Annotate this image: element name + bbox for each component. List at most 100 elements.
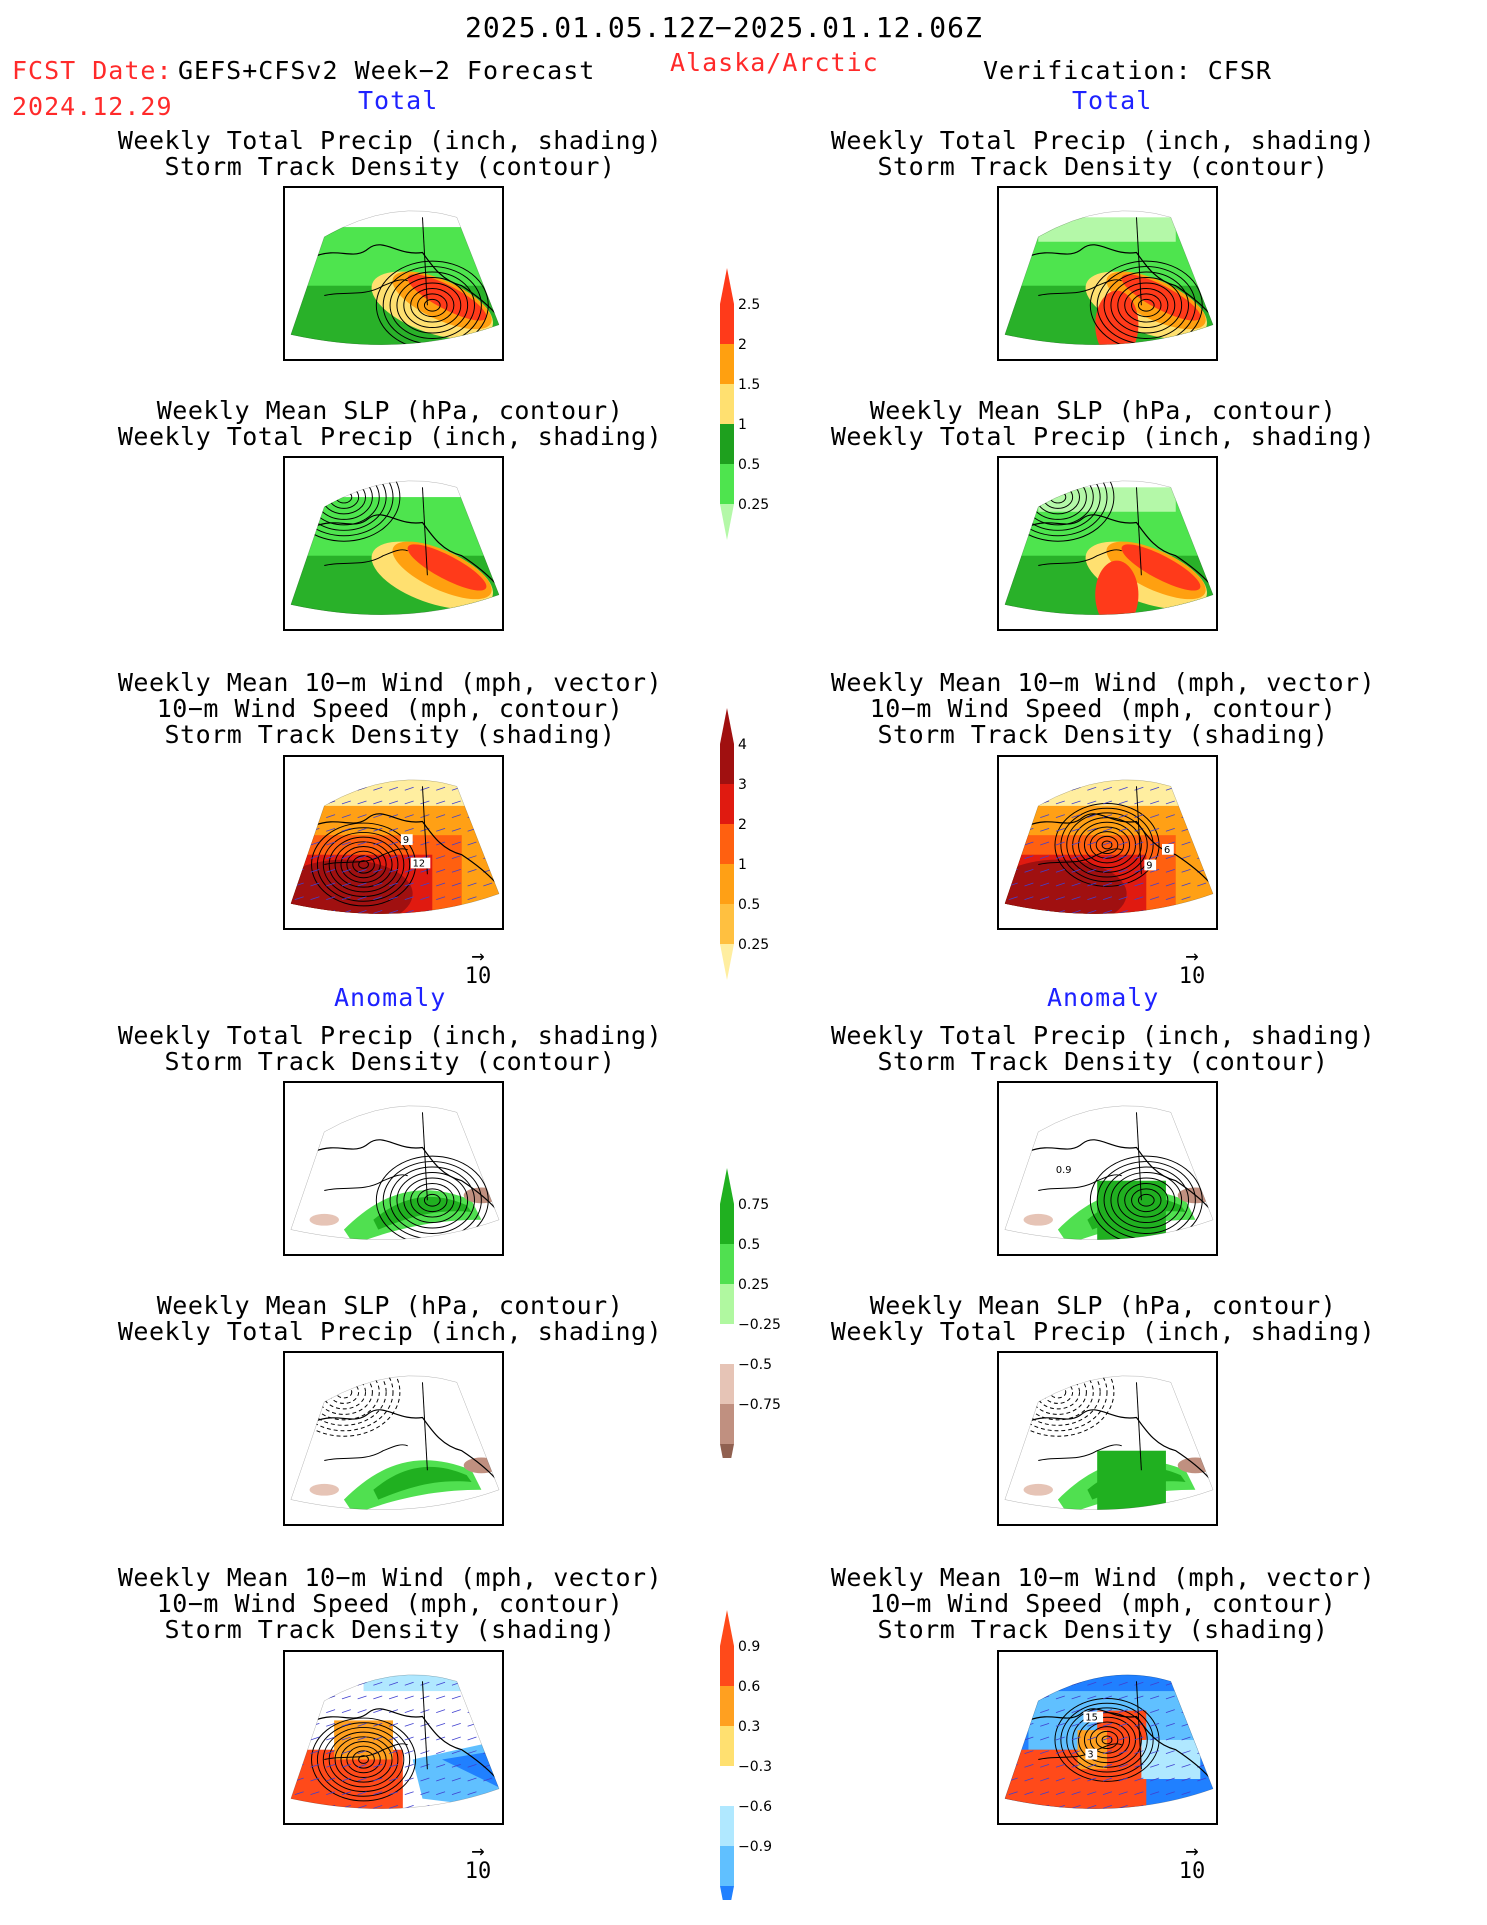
vector-reference-label: 10 <box>464 964 492 989</box>
colorbar-tick-label: 0.25 <box>738 1277 769 1293</box>
colorbar-swatch <box>720 708 734 744</box>
vector-reference: → 10 <box>448 1839 508 1885</box>
section-total-left: Total <box>358 86 439 115</box>
colorbar-swatch <box>720 424 734 464</box>
forecast-wind-storm-track-map <box>283 1650 504 1825</box>
colorbar-tick-label: 0.75 <box>738 1197 769 1213</box>
panel-title-line: Storm Track Density (shading) <box>164 1615 616 1644</box>
verification-slp-precip-map <box>997 1351 1218 1526</box>
panel-title-line: Weekly Mean SLP (hPa, contour) <box>869 1291 1337 1320</box>
colorbar-swatch <box>720 784 734 824</box>
panel-title-line: Weekly Mean 10−m Wind (mph, vector) <box>117 1563 663 1592</box>
colorbar-swatch <box>720 268 734 304</box>
colorbar-tick-label: −0.25 <box>738 1317 781 1333</box>
verification-precip-storm-track-map: 0.9 <box>997 1081 1218 1256</box>
colorbar-swatch <box>720 1444 734 1458</box>
panel-title-line: Weekly Mean SLP (hPa, contour) <box>156 396 624 425</box>
panel-title-line: Weekly Total Precip (inch, shading) <box>117 422 663 451</box>
colorbar-tick-label: 0.5 <box>738 1237 760 1253</box>
panel-title-line: Weekly Mean 10−m Wind (mph, vector) <box>830 1563 1376 1592</box>
vector-reference: → 10 <box>1162 1839 1222 1885</box>
date-range-title: 2025.01.05.12Z−2025.01.12.06Z <box>465 11 983 44</box>
contour-value-label: 6 <box>1164 845 1170 856</box>
colorbar: 0.75 0.5 0.25 −0.25 −0.5 −0.75 <box>720 1168 781 1458</box>
panel-title-line: Weekly Total Precip (inch, shading) <box>117 1317 663 1346</box>
colorbar-swatch <box>720 1404 734 1444</box>
colorbar-tick-label: 0.5 <box>738 897 760 913</box>
panel-title-line: 10−m Wind Speed (mph, contour) <box>156 694 624 723</box>
colorbar-swatch <box>720 384 734 424</box>
panel-title-line: Storm Track Density (contour) <box>877 1047 1329 1076</box>
colorbar-swatch <box>720 864 734 904</box>
colorbar-swatch <box>720 904 734 944</box>
colorbar-swatch <box>720 944 734 980</box>
colorbar-swatch <box>720 304 734 344</box>
panel-title-line: Storm Track Density (contour) <box>164 152 616 181</box>
region-label: Alaska/Arctic <box>670 48 879 77</box>
colorbar-swatch <box>720 504 734 540</box>
colorbar-tick-label: 0.25 <box>738 937 769 953</box>
panel-title-line: Weekly Total Precip (inch, shading) <box>830 126 1376 155</box>
fcst-model: GEFS+CFSv2 Week−2 Forecast <box>178 56 596 85</box>
colorbar-swatch <box>720 344 734 384</box>
contour-value-label: 3 <box>1087 1750 1093 1761</box>
forecast-precip-storm-track-map <box>283 186 504 361</box>
panel-title-line: Weekly Total Precip (inch, shading) <box>830 1317 1376 1346</box>
colorbar-tick-label: 0.6 <box>738 1679 760 1695</box>
fcst-label: FCST Date: <box>12 56 173 85</box>
panel-title-line: Weekly Total Precip (inch, shading) <box>117 126 663 155</box>
colorbar-swatch <box>720 1284 734 1324</box>
vector-reference: → 10 <box>448 944 508 990</box>
arrow-right-icon: → <box>471 944 485 969</box>
colorbar-swatch <box>720 1766 734 1806</box>
panel-title-line: Storm Track Density (shading) <box>877 1615 1329 1644</box>
colorbar-swatch <box>720 1364 734 1404</box>
contour-value-label: 12 <box>413 858 425 869</box>
colorbar-tick-label: 2 <box>738 337 747 353</box>
colorbar-tick-label: 2 <box>738 817 747 833</box>
panel-title-line: Weekly Mean 10−m Wind (mph, vector) <box>830 668 1376 697</box>
vector-reference: → 10 <box>1162 946 1222 990</box>
colorbar-tick-label: 0.25 <box>738 497 769 513</box>
colorbar-swatch <box>720 1204 734 1244</box>
colorbar-tick-label: 4 <box>738 737 747 753</box>
colorbar-tick-label: −0.6 <box>738 1799 772 1815</box>
verification-wind-storm-track-map: 15 3 <box>997 1650 1218 1825</box>
colorbar: 0.9 0.6 0.3 −0.3 −0.6 −0.9 <box>720 1610 772 1900</box>
panel-title-line: Weekly Mean 10−m Wind (mph, vector) <box>117 668 663 697</box>
colorbar-swatch <box>720 744 734 784</box>
colorbar-swatch <box>720 1324 734 1364</box>
colorbar-tick-label: 1.5 <box>738 377 760 393</box>
colorbar-tick-label: −0.3 <box>738 1759 772 1775</box>
colorbar: 4 3 2 1 0.5 0.25 <box>720 708 769 980</box>
colorbar-swatch <box>720 824 734 864</box>
panel-title-line: Storm Track Density (contour) <box>877 152 1329 181</box>
arrow-right-icon: → <box>471 1839 485 1864</box>
forecast-precip-storm-track-map <box>283 1081 504 1256</box>
colorbar-tick-label: 2.5 <box>738 297 760 313</box>
colorbar-tick-label: −0.75 <box>738 1397 781 1413</box>
forecast-slp-precip-map <box>283 456 504 631</box>
colorbar-swatch <box>720 1726 734 1766</box>
fcst-date: 2024.12.29 <box>12 92 173 121</box>
vector-reference-label: 10 <box>1178 1859 1206 1884</box>
colorbar-tick-label: 1 <box>738 857 747 873</box>
panel-title-line: Storm Track Density (shading) <box>164 720 616 749</box>
colorbar-tick-label: 0.5 <box>738 457 760 473</box>
panel-title-line: Weekly Total Precip (inch, shading) <box>830 1021 1376 1050</box>
colorbar-swatch <box>720 1646 734 1686</box>
section-total-right: Total <box>1072 86 1153 115</box>
colorbar-tick-label: 0.9 <box>738 1639 760 1655</box>
panel-title-line: Weekly Total Precip (inch, shading) <box>117 1021 663 1050</box>
arrow-right-icon: → <box>1185 1839 1199 1864</box>
forecast-wind-storm-track-map: 9 12 <box>283 755 504 930</box>
verification-slp-precip-map <box>997 456 1218 631</box>
colorbar-tick-label: 0.3 <box>738 1719 760 1735</box>
vector-reference-label: 10 <box>1178 964 1206 989</box>
colorbar-swatch <box>720 1846 734 1886</box>
contour-value-label: 15 <box>1085 1712 1097 1723</box>
panel-title-line: Weekly Mean SLP (hPa, contour) <box>156 1291 624 1320</box>
colorbar-tick-label: 3 <box>738 777 747 793</box>
colorbar-swatch <box>720 1168 734 1204</box>
